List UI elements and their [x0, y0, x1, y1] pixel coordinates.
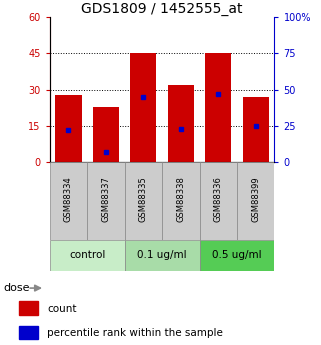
Bar — [125, 162, 162, 240]
Bar — [130, 53, 156, 162]
Text: dose: dose — [3, 283, 30, 293]
Bar — [56, 95, 82, 162]
Text: GSM88338: GSM88338 — [176, 177, 185, 222]
Bar — [93, 107, 119, 162]
Text: GSM88337: GSM88337 — [101, 177, 110, 222]
Bar — [87, 162, 125, 240]
Bar — [200, 162, 237, 240]
Text: 0.5 ug/ml: 0.5 ug/ml — [212, 250, 262, 260]
Bar — [19, 301, 38, 315]
Text: percentile rank within the sample: percentile rank within the sample — [47, 328, 223, 338]
Text: GSM88335: GSM88335 — [139, 177, 148, 222]
Text: GSM88334: GSM88334 — [64, 177, 73, 222]
Text: 0.1 ug/ml: 0.1 ug/ml — [137, 250, 187, 260]
Text: control: control — [69, 250, 105, 260]
Bar — [243, 97, 269, 162]
Bar — [125, 240, 200, 271]
Bar — [50, 240, 125, 271]
Bar — [237, 162, 274, 240]
Bar — [19, 326, 38, 339]
Bar — [50, 162, 87, 240]
Bar — [168, 85, 194, 162]
Text: count: count — [47, 304, 77, 314]
Text: GSM88399: GSM88399 — [251, 177, 260, 222]
Title: GDS1809 / 1452555_at: GDS1809 / 1452555_at — [81, 2, 243, 16]
Bar — [200, 240, 274, 271]
Bar — [205, 53, 231, 162]
Bar — [162, 162, 200, 240]
Text: GSM88336: GSM88336 — [214, 177, 223, 222]
